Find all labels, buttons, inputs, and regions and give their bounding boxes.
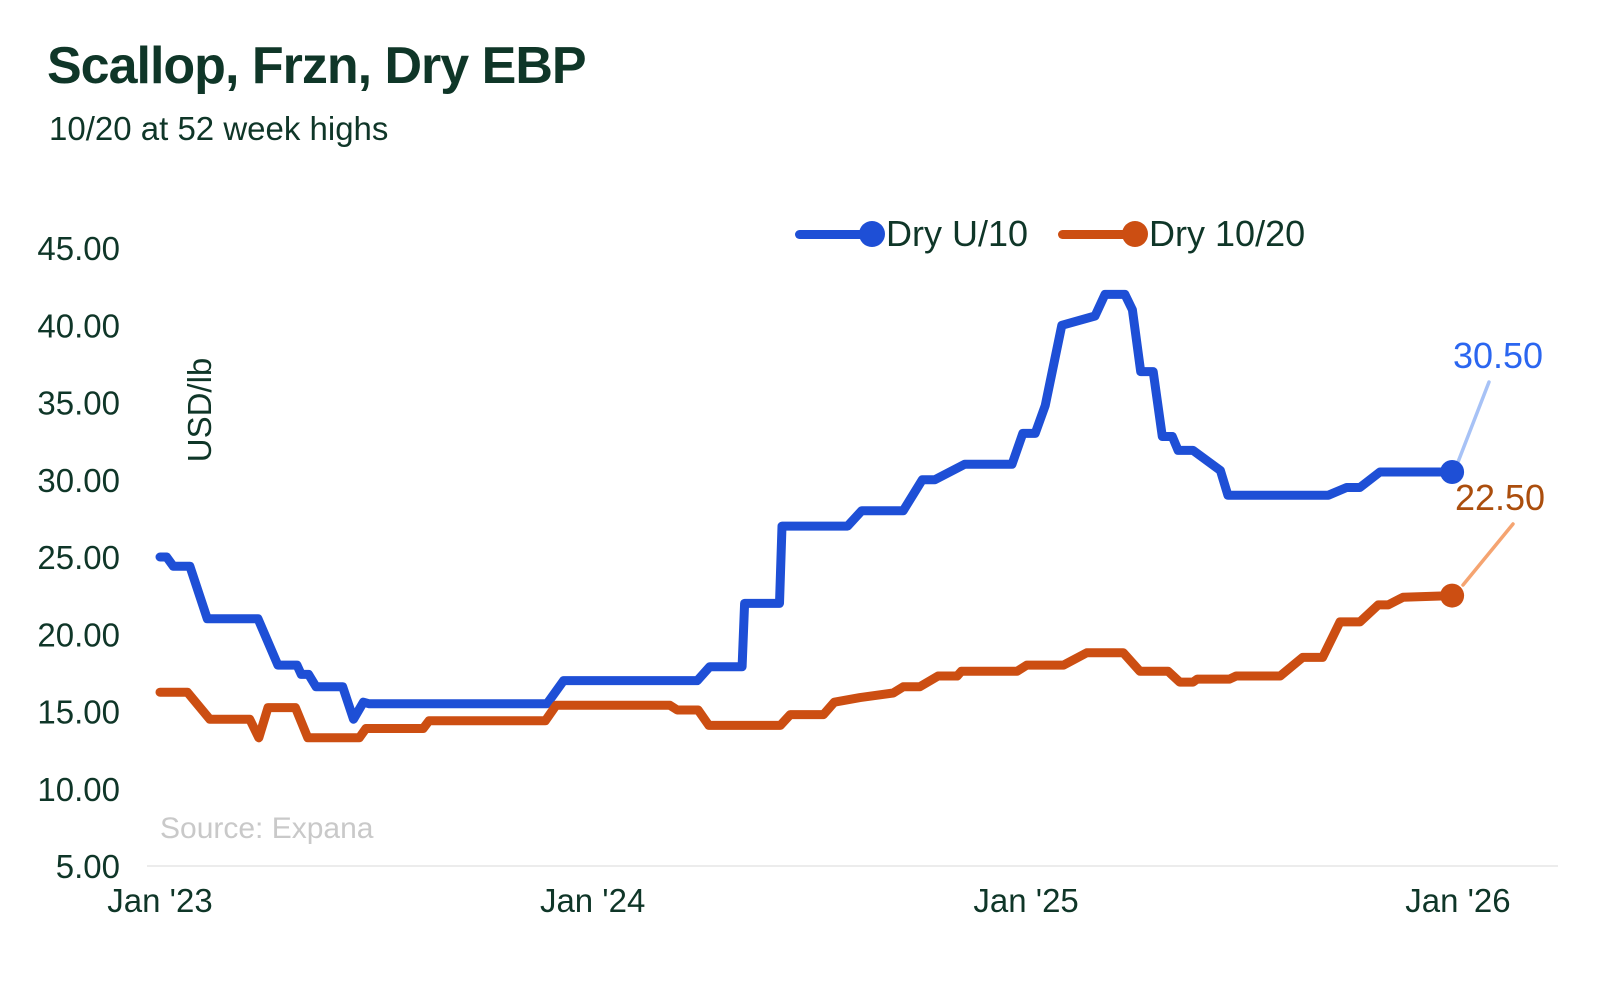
y-tick-label: 30.00	[37, 462, 120, 499]
legend-label-dry-u10: Dry U/10	[886, 213, 1029, 254]
y-tick-label: 40.00	[37, 307, 120, 344]
chart-subtitle: 10/20 at 52 week highs	[49, 110, 389, 147]
y-tick-label: 10.00	[37, 771, 120, 808]
latest-value-dry-u10: 30.50	[1452, 335, 1544, 376]
y-tick-label: 25.00	[37, 539, 120, 576]
legend-dot-swatch-orange	[1122, 221, 1149, 247]
legend-dot-swatch-blue	[859, 221, 885, 247]
series-end-dot-dry-10-20	[1440, 583, 1465, 608]
y-tick-label: 5.00	[56, 848, 120, 885]
legend: Dry U/10 Dry 10/20	[795, 213, 1306, 254]
legend-line-swatch-orange	[1058, 229, 1131, 239]
callout-connector-dry-u10	[1456, 380, 1491, 464]
series-end-dot-dry-u10	[1440, 460, 1465, 484]
x-tick-label: Jan '24	[540, 882, 645, 919]
x-tick-label: Jan '23	[107, 882, 212, 919]
x-tick-label: Jan '26	[1405, 882, 1510, 919]
chart-title: Scallop, Frzn, Dry EBP	[47, 37, 587, 95]
legend-item-dry-u10[interactable]: Dry U/10	[795, 213, 1029, 254]
callout-connector-dry-10-20	[1461, 522, 1515, 587]
x-tick-label: Jan '25	[973, 882, 1078, 919]
legend-line-swatch-blue	[795, 229, 867, 239]
series-line-dry-10-20	[155, 591, 1457, 743]
series-line-dry-u10	[155, 289, 1457, 724]
legend-item-dry-10-20[interactable]: Dry 10/20	[1058, 213, 1306, 254]
latest-value-dry-10-20: 22.50	[1454, 477, 1546, 518]
y-tick-label: 20.00	[37, 616, 120, 653]
y-tick-label: 35.00	[37, 385, 120, 422]
y-tick-label: 45.00	[37, 230, 120, 267]
y-tick-label: 15.00	[37, 694, 120, 731]
source-credit: Source: Expana	[160, 812, 374, 845]
legend-label-dry-10-20: Dry 10/20	[1149, 213, 1306, 254]
